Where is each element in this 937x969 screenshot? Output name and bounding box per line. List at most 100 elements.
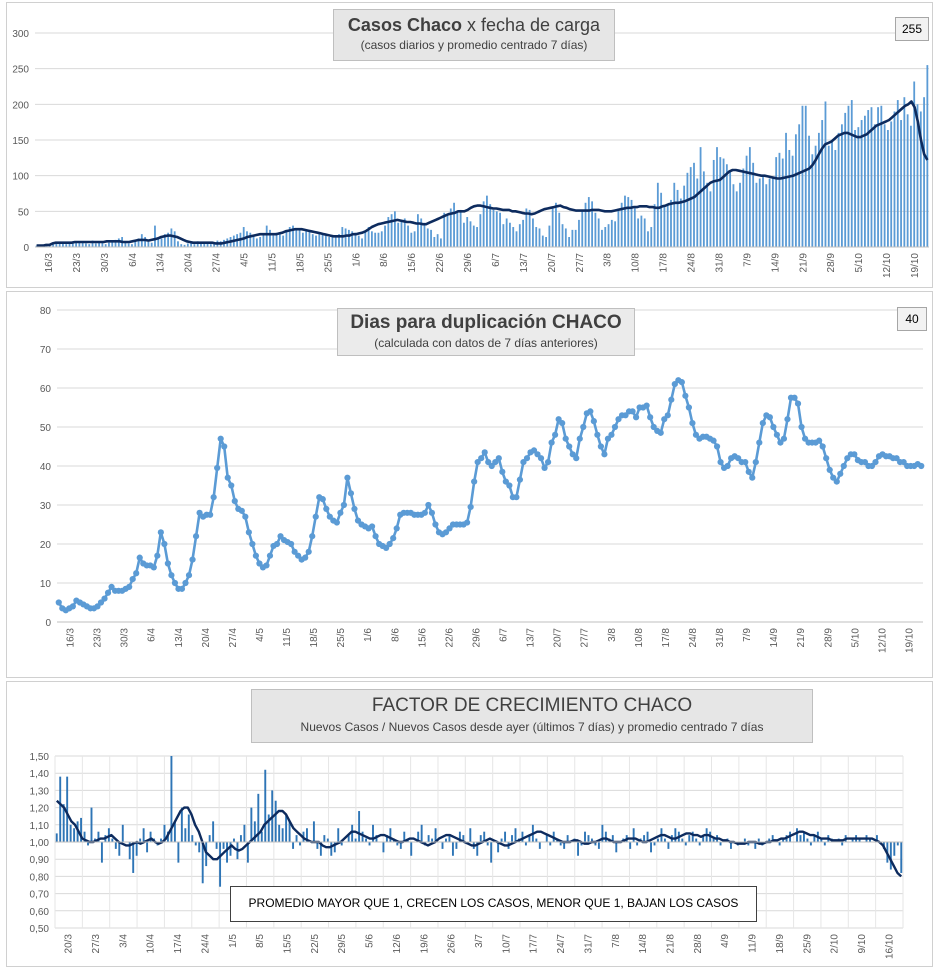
bar [253, 821, 256, 842]
bar [768, 178, 771, 247]
bar [114, 842, 117, 849]
data-point [104, 589, 112, 596]
bar [430, 229, 432, 247]
bar [831, 140, 833, 247]
cases-chart-panel: 0 50 100 150 200 250 300 16/3 23/3 30/3 6/4 13/4 20/… [6, 2, 933, 288]
bar [785, 132, 787, 247]
bar [58, 242, 61, 247]
bar [860, 120, 863, 247]
bar [295, 835, 298, 842]
bar [577, 842, 580, 856]
data-point [319, 496, 326, 503]
bar [160, 838, 162, 842]
bar [243, 824, 246, 842]
bar [121, 824, 124, 842]
bar [259, 237, 262, 247]
data-point [228, 482, 235, 489]
bar [69, 824, 72, 842]
bar [620, 202, 623, 247]
x-tick-label: 4/9 [720, 934, 731, 948]
growth-chart-annotation: PROMEDIO MAYOR QUE 1, CRECEN LOS CASOS, … [230, 886, 757, 922]
bar [889, 842, 892, 870]
bar [702, 835, 705, 842]
bar [382, 842, 385, 853]
bar [433, 237, 436, 247]
data-point [168, 572, 175, 579]
bar [399, 842, 402, 849]
bar [827, 145, 830, 247]
y-tick-label: 0,70 [30, 890, 50, 901]
y-tick-label: 0,50 [30, 924, 50, 935]
bar [306, 828, 308, 842]
cases-chart-title-bold: Casos Chaco [347, 15, 462, 35]
data-point [745, 468, 752, 475]
bar [745, 155, 748, 247]
bar [896, 842, 899, 846]
bar [318, 232, 321, 247]
bar [693, 162, 695, 247]
data-point [566, 443, 573, 450]
bar [128, 842, 131, 860]
bar [455, 842, 458, 849]
bar [75, 241, 77, 247]
bar [66, 776, 69, 842]
bar [436, 234, 439, 247]
bar [311, 234, 314, 247]
data-point [587, 408, 594, 415]
bar [524, 842, 527, 846]
cases-chart-title-box: Casos Chaco x fecha de carga (casos diar… [333, 9, 615, 61]
bar [55, 833, 58, 842]
bar [781, 158, 784, 247]
x-tick-label: 14/8 [638, 934, 649, 954]
bar [663, 207, 666, 247]
bar [801, 105, 804, 247]
bar [653, 204, 656, 247]
data-point [171, 579, 179, 587]
bar [330, 842, 333, 856]
bar [295, 228, 298, 247]
bar [222, 842, 225, 849]
bar [834, 149, 837, 247]
bar [632, 828, 635, 842]
bar [282, 235, 285, 247]
x-tick-label: 30/3 [120, 628, 131, 648]
y-tick-label: 0 [45, 618, 51, 629]
x-tick-label: 10/7 [501, 934, 512, 954]
bar [729, 171, 732, 247]
bar [587, 835, 590, 842]
data-point [819, 443, 826, 450]
bar [219, 842, 222, 887]
bar [354, 838, 357, 842]
y-tick-label: 50 [18, 207, 30, 218]
data-point [594, 431, 601, 438]
bar [420, 218, 423, 247]
bar [495, 211, 498, 247]
bar [274, 800, 277, 842]
data-point [523, 455, 531, 462]
bar [518, 224, 521, 247]
bar [431, 838, 434, 842]
bar [324, 235, 327, 247]
x-tick-label: 19/6 [419, 934, 430, 954]
bar [857, 127, 860, 247]
bar [246, 231, 248, 247]
bar [173, 821, 176, 842]
y-tick-label: 300 [12, 29, 29, 40]
bar [344, 228, 347, 247]
data-point [471, 478, 478, 485]
data-point [759, 420, 766, 427]
bar [448, 835, 451, 842]
bar [265, 225, 268, 247]
data-point [756, 439, 763, 446]
x-tick-label: 11/5 [267, 253, 278, 272]
bar [312, 821, 315, 842]
bar [719, 842, 722, 846]
bar [847, 105, 850, 247]
bar [255, 238, 258, 247]
data-point [590, 418, 597, 425]
x-tick-label: 12/10 [882, 253, 893, 278]
bar [706, 182, 709, 247]
bar [146, 842, 149, 853]
bar [610, 219, 613, 247]
bar [198, 842, 201, 853]
